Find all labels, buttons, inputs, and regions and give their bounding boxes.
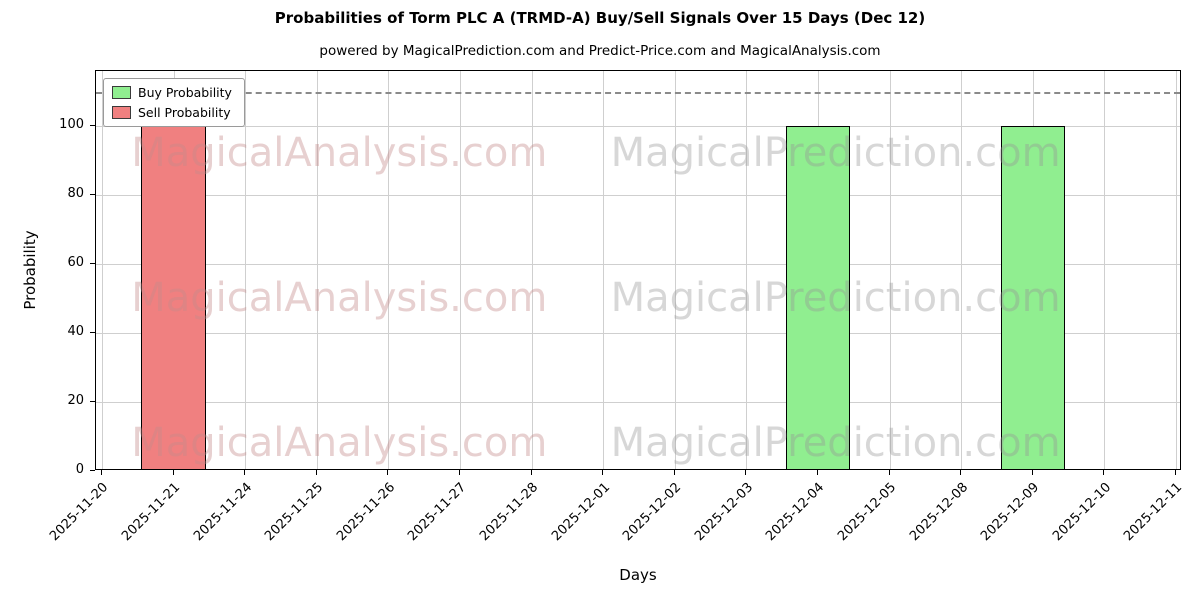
- y-tick-mark: [90, 332, 95, 334]
- y-tick-mark: [90, 194, 95, 196]
- x-tick-label: 2025-12-11: [1121, 480, 1186, 545]
- x-tick-mark: [244, 470, 246, 475]
- chart-title: Probabilities of Torm PLC A (TRMD-A) Buy…: [274, 9, 926, 27]
- x-tick-label: 2025-12-09: [978, 480, 1043, 545]
- x-tick-label: 2025-11-21: [119, 480, 184, 545]
- x-tick-label: 2025-12-10: [1049, 480, 1114, 545]
- v-gridline: [961, 71, 963, 469]
- v-gridline: [531, 71, 533, 469]
- legend-item: Sell Probability: [112, 105, 232, 120]
- x-tick-label: 2025-12-05: [835, 480, 900, 545]
- x-tick-mark: [530, 470, 532, 475]
- x-tick-mark: [745, 470, 747, 475]
- y-tick-mark: [90, 125, 95, 127]
- x-tick-label: 2025-12-01: [548, 480, 613, 545]
- x-tick-mark: [1175, 470, 1176, 475]
- x-tick-mark: [172, 470, 174, 475]
- legend-label: Buy Probability: [138, 85, 232, 100]
- legend-swatch: [112, 106, 131, 119]
- y-tick-label: 0: [75, 462, 84, 477]
- h-gridline: [96, 195, 1180, 197]
- x-tick-mark: [101, 470, 102, 475]
- h-gridline: [96, 126, 1180, 128]
- x-tick-mark: [817, 470, 818, 475]
- v-gridline: [245, 71, 247, 469]
- legend-item: Buy Probability: [112, 85, 232, 100]
- v-gridline: [603, 71, 605, 469]
- x-tick-mark: [315, 470, 317, 475]
- x-tick-label: 2025-11-24: [190, 480, 255, 545]
- v-gridline: [460, 71, 461, 469]
- y-tick-label: 100: [59, 117, 84, 133]
- threshold-dashed-line: [96, 91, 1180, 94]
- legend-swatch: [112, 86, 131, 99]
- x-tick-label: 2025-12-02: [620, 480, 685, 545]
- y-tick-label: 60: [67, 255, 84, 271]
- legend-label: Sell Probability: [138, 105, 231, 120]
- plot-area: MagicalAnalysis.com MagicalPrediction.com…: [95, 70, 1181, 470]
- x-tick-mark: [960, 470, 962, 475]
- buy-bar: [785, 126, 851, 469]
- x-tick-mark: [888, 470, 890, 475]
- chart-subtitle: powered by MagicalPrediction.com and Pre…: [319, 43, 881, 59]
- buy-bar: [1000, 126, 1066, 469]
- x-tick-mark: [1031, 470, 1033, 475]
- h-gridline: [96, 333, 1180, 335]
- x-tick-mark: [459, 470, 460, 475]
- v-gridline: [1176, 71, 1177, 469]
- x-tick-mark: [387, 470, 389, 475]
- x-tick-label: 2025-11-20: [47, 480, 112, 545]
- x-tick-label: 2025-12-08: [906, 480, 971, 545]
- v-gridline: [674, 71, 676, 469]
- sell-bar: [141, 126, 206, 469]
- x-tick-label: 2025-12-04: [763, 480, 828, 545]
- x-tick-label: 2025-11-27: [405, 480, 470, 545]
- y-tick-mark: [90, 263, 95, 265]
- y-tick-label: 80: [67, 186, 84, 202]
- y-tick-mark: [90, 401, 95, 403]
- y-axis-ticks: 0 20 40 60 80 100: [0, 70, 95, 477]
- x-tick-mark: [673, 470, 675, 475]
- v-gridline: [889, 71, 891, 469]
- h-gridline: [96, 264, 1180, 266]
- x-tick-label: 2025-11-26: [333, 480, 398, 545]
- v-gridline: [1104, 71, 1106, 469]
- y-tick-mark: [90, 470, 95, 471]
- x-tick-label: 2025-11-25: [262, 480, 327, 545]
- legend: Buy Probability Sell Probability: [103, 78, 245, 127]
- y-tick-label: 20: [67, 393, 84, 409]
- x-tick-mark: [1103, 470, 1105, 475]
- v-gridline: [316, 71, 318, 469]
- v-gridline: [746, 71, 748, 469]
- x-tick-mark: [602, 470, 604, 475]
- x-axis-label: Days: [619, 566, 657, 584]
- x-tick-label: 2025-11-28: [477, 480, 542, 545]
- y-tick-label: 40: [67, 324, 84, 340]
- v-gridline: [388, 71, 390, 469]
- x-axis-ticks: 2025-11-20 2025-11-21 2025-11-24 2025-11-25…: [48, 470, 1186, 600]
- x-tick-label: 2025-12-03: [691, 480, 756, 545]
- h-gridline: [96, 402, 1180, 404]
- v-gridline: [102, 71, 103, 469]
